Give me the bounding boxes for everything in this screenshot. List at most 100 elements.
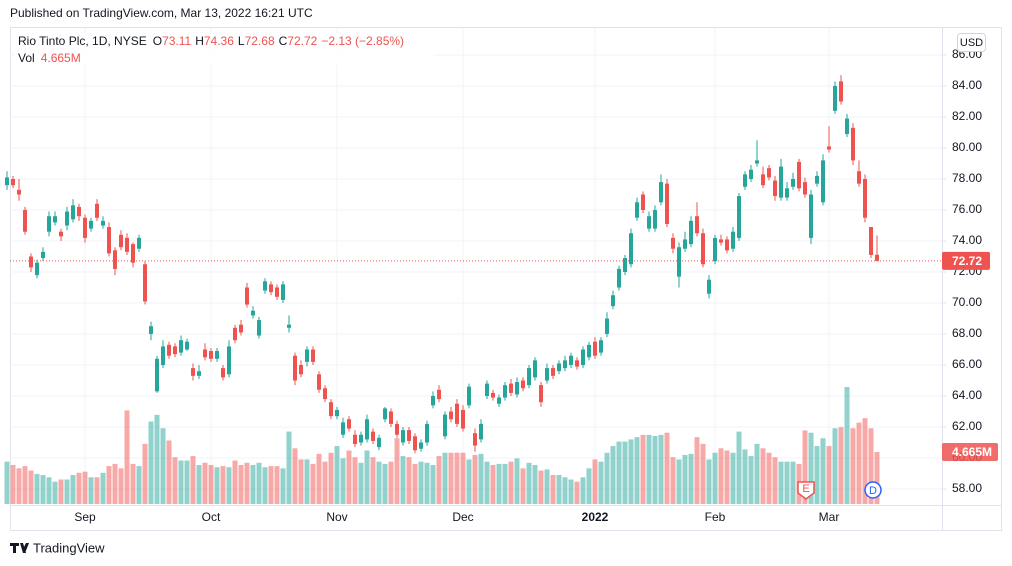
candle-body xyxy=(545,368,549,381)
volume-bar xyxy=(868,428,874,504)
footer-logo: TradingView xyxy=(10,540,105,555)
volume-bar xyxy=(220,466,226,504)
candle-body xyxy=(341,422,345,435)
candle-body xyxy=(227,346,231,375)
volume-bar xyxy=(352,457,358,504)
earnings-badge[interactable] xyxy=(797,481,815,500)
volume-bar xyxy=(562,477,568,504)
volume-bar xyxy=(190,456,196,504)
volume-bar xyxy=(724,450,730,504)
volume-bar xyxy=(142,443,148,504)
volume-bar xyxy=(232,460,238,504)
candle-body xyxy=(713,237,717,262)
volume-bar xyxy=(496,463,502,504)
x-tick-label: Sep xyxy=(74,510,96,524)
candle-body xyxy=(425,423,429,443)
volume-bar xyxy=(160,428,166,504)
candle-body xyxy=(161,346,165,365)
candle-body xyxy=(563,360,567,369)
volume-bar xyxy=(46,477,52,504)
chart-frame xyxy=(10,27,1002,531)
y-tick-label: 66.00 xyxy=(952,357,982,371)
volume-bar xyxy=(676,459,682,504)
candle-body xyxy=(263,281,267,291)
candle-body xyxy=(239,324,243,333)
candle-body xyxy=(173,346,177,355)
candle-body xyxy=(431,396,435,406)
candle-body xyxy=(185,341,189,350)
volume-bar xyxy=(736,431,742,504)
volume-bar xyxy=(418,461,424,504)
candle-body xyxy=(533,360,537,378)
candle-body xyxy=(521,380,525,389)
volume-bar xyxy=(820,438,826,504)
candle-body xyxy=(623,258,627,272)
currency[interactable]: USD xyxy=(960,37,983,49)
candle-body xyxy=(155,358,159,392)
volume-bar xyxy=(388,461,394,504)
candle-body xyxy=(773,180,777,197)
volume-bar xyxy=(478,453,484,504)
volume-bar xyxy=(442,452,448,504)
candle-body xyxy=(809,194,813,238)
volume-bar xyxy=(646,434,652,504)
candle-body xyxy=(371,431,375,441)
candle-body xyxy=(671,237,675,249)
volume-bar xyxy=(52,481,58,504)
candle-body xyxy=(209,351,213,359)
volume-bar xyxy=(106,466,112,504)
candle-body xyxy=(203,349,207,358)
volume-bar xyxy=(844,387,850,504)
volume-bar xyxy=(508,461,514,504)
candle-body xyxy=(5,177,9,186)
volume-bar xyxy=(838,427,844,504)
candle-body xyxy=(719,239,723,243)
volume-bar xyxy=(202,462,208,504)
legend-backdrop xyxy=(14,33,434,65)
currency-button[interactable] xyxy=(957,33,986,52)
volume-bar xyxy=(568,479,574,504)
earnings-marker[interactable]: E xyxy=(797,481,815,500)
volume-bar xyxy=(826,446,832,504)
dividend-label[interactable]: D xyxy=(869,485,877,497)
candle-body xyxy=(419,442,423,449)
volume-bar xyxy=(850,428,856,504)
dividend-badge[interactable] xyxy=(864,481,882,499)
candle-body xyxy=(767,168,771,178)
volume-bar xyxy=(340,458,346,504)
candle-body xyxy=(65,211,69,226)
volume-bar xyxy=(706,459,712,504)
candle-body xyxy=(797,161,801,189)
candle-body xyxy=(77,206,81,217)
volume-bar xyxy=(586,468,592,504)
volume-bar xyxy=(256,462,262,504)
volume-bar xyxy=(370,457,376,504)
candle-body xyxy=(455,403,459,424)
earnings-label[interactable]: E xyxy=(802,483,809,495)
candle-body xyxy=(581,349,585,365)
volume-bar xyxy=(424,462,430,504)
dividend-marker[interactable]: D xyxy=(864,481,882,499)
volume-bar xyxy=(604,452,610,504)
y-tick-label: 68.00 xyxy=(952,326,982,340)
volume-bar xyxy=(460,452,466,504)
candle-body xyxy=(137,237,141,249)
volume-bar xyxy=(88,477,94,504)
candle-body xyxy=(839,81,843,102)
candle-body xyxy=(269,284,273,293)
candle-body xyxy=(317,374,321,390)
candle-body xyxy=(167,344,171,356)
volume-bar xyxy=(238,465,244,504)
volume-bar xyxy=(154,414,160,504)
candle-body xyxy=(197,371,201,376)
volume-bar xyxy=(490,465,496,504)
candle-body xyxy=(695,216,699,234)
candle-body xyxy=(779,166,783,198)
volume-bar xyxy=(376,461,382,504)
candle-body xyxy=(353,434,357,445)
candle-body xyxy=(497,397,501,404)
volume-bar xyxy=(454,452,460,504)
volume-bar xyxy=(532,465,538,504)
